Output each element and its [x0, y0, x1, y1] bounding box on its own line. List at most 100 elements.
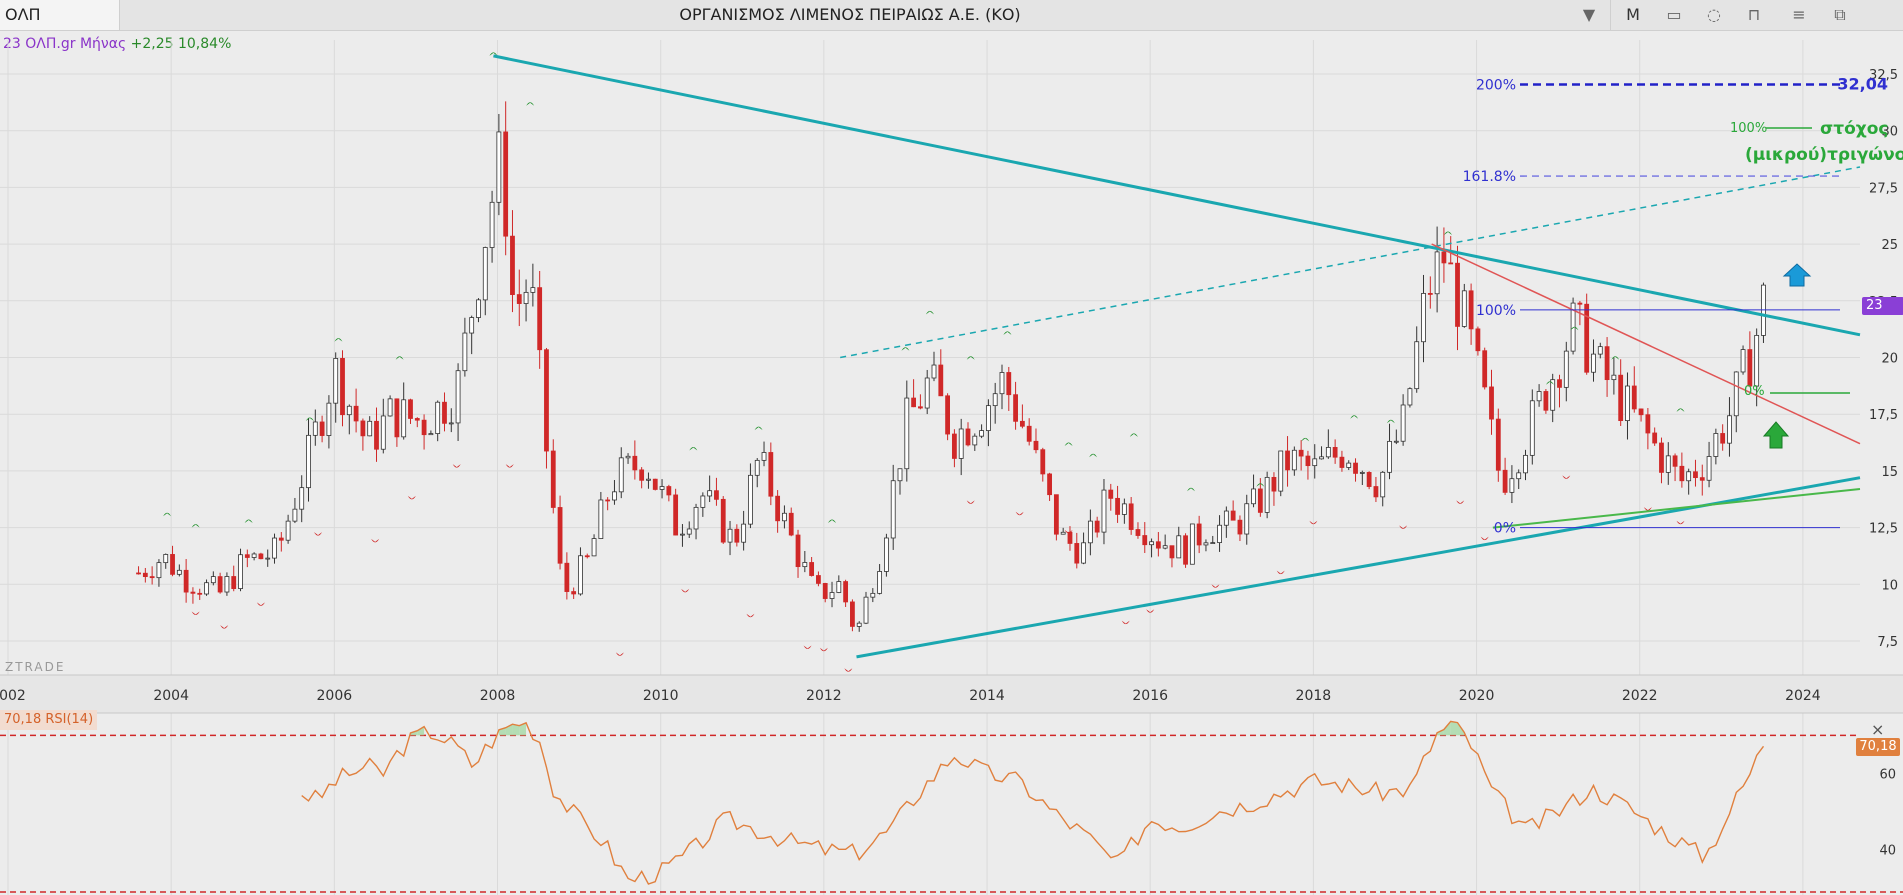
candle-up [326, 402, 332, 436]
candle-down [1373, 486, 1379, 498]
candle-down [353, 405, 359, 422]
x-tick-label: 2016 [1132, 688, 1168, 704]
candle-up [1264, 476, 1270, 513]
candle-up [1149, 541, 1154, 546]
candle-up [598, 499, 604, 539]
candle-up [251, 553, 257, 558]
price-chart[interactable]: 2002200420062008201020122014201620182020… [0, 30, 1903, 895]
candle-down [1033, 440, 1039, 451]
swing-low-marker [1643, 507, 1652, 511]
candle-down [557, 507, 563, 564]
candle-down [503, 131, 509, 237]
candle-up [1563, 350, 1569, 388]
rsi-overbought-fill [1443, 721, 1451, 736]
candle-up [618, 457, 624, 493]
candle-up [754, 459, 760, 476]
swing-low-marker [1211, 584, 1220, 588]
candle-down [408, 399, 413, 419]
swing-low-marker [1276, 570, 1285, 575]
candle-down [1047, 473, 1052, 496]
swing-high-marker [1545, 381, 1554, 385]
candle-down [850, 601, 855, 627]
candle-down [1577, 302, 1583, 305]
info-change-pct: 10,84% [177, 36, 232, 52]
up-arrow-icon [1762, 421, 1790, 449]
panel-icon[interactable]: ▭ [1666, 5, 1682, 24]
swing-low-marker [1064, 529, 1073, 534]
candle-down [1604, 346, 1610, 381]
swing-low-marker [681, 588, 690, 593]
swing-low-marker [819, 647, 828, 652]
candle-down [822, 583, 828, 599]
candle-up [693, 506, 699, 530]
candle-up [1060, 531, 1066, 535]
candle-down [149, 576, 155, 579]
candle-up [455, 370, 461, 424]
candle-down [1115, 497, 1120, 515]
candle-down [632, 455, 638, 471]
y-tick-label: 20 [1881, 352, 1898, 367]
x-tick-label: 2008 [480, 688, 516, 704]
candle-up [748, 474, 753, 525]
candle-up [1421, 293, 1426, 343]
candle-down [584, 555, 590, 558]
swing-low-marker [452, 464, 461, 468]
candle-up [646, 478, 651, 481]
close-icon[interactable]: × [1871, 720, 1885, 739]
candle-up [1550, 379, 1556, 411]
chevron-down-icon[interactable]: ▼ [1582, 5, 1596, 24]
symbol-box[interactable]: ΟΛΠ [0, 0, 120, 30]
x-tick-label: 2006 [317, 688, 353, 704]
x-tick-label: 2020 [1459, 688, 1495, 704]
candle-down [1019, 420, 1025, 427]
candle-down [244, 554, 250, 558]
candle-down [945, 395, 950, 435]
period-button[interactable]: M [1626, 5, 1640, 24]
swing-high-marker [1676, 408, 1685, 412]
swing-high-marker [1186, 487, 1195, 492]
candle-down [768, 452, 774, 497]
candle-down [544, 349, 549, 452]
candle-up [877, 571, 883, 594]
x-tick-label: 2014 [969, 688, 1005, 704]
candle-up [462, 332, 468, 372]
candle-down [1183, 535, 1188, 565]
candle-up [612, 491, 617, 501]
candle-up [367, 420, 373, 437]
candle-down [1679, 465, 1685, 482]
candle-down [1108, 489, 1114, 499]
candle-up [482, 247, 488, 301]
swing-low-marker [615, 652, 624, 656]
fib-level-label: 100% [1476, 303, 1516, 319]
candle-up [863, 596, 869, 624]
candle-down [666, 486, 672, 496]
swing-high-marker [1386, 419, 1395, 424]
candle-up [1461, 290, 1467, 327]
candle-down [734, 528, 740, 543]
swing-high-marker [191, 524, 200, 528]
restore-icon[interactable]: ⧉ [1834, 5, 1846, 24]
candle-up [238, 554, 243, 589]
candle-up [523, 291, 529, 304]
x-tick-label: 2022 [1622, 688, 1658, 704]
comment-icon[interactable]: ◌ [1707, 5, 1721, 24]
candle-down [809, 562, 815, 576]
menu-icon[interactable]: ≡ [1792, 5, 1806, 24]
candle-down [1271, 476, 1277, 492]
trendline-green [1492, 488, 1861, 529]
candle-down [1006, 372, 1012, 396]
candle-up [401, 399, 407, 438]
lock-icon[interactable]: ⊓ [1747, 5, 1761, 24]
candle-up [1706, 456, 1712, 481]
candle-down [843, 581, 849, 603]
watermark: ZTRADE [5, 660, 66, 674]
rsi-overbought-fill [417, 726, 425, 736]
candle-up [741, 523, 747, 543]
swing-high-marker [901, 347, 910, 351]
candle-up [829, 592, 835, 599]
candle-up [448, 422, 454, 425]
swing-high-marker [1256, 483, 1265, 487]
rsi-label[interactable]: 70,18 RSI(14) [0, 710, 98, 730]
swing-low-marker [1309, 520, 1318, 525]
candle-down [1631, 385, 1637, 410]
